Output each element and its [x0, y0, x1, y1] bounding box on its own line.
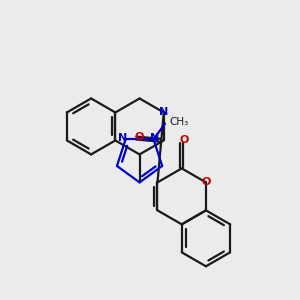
Text: O: O	[180, 135, 189, 145]
Text: N: N	[159, 107, 168, 118]
Text: N: N	[150, 133, 160, 143]
Text: N: N	[118, 133, 127, 143]
Text: CH₃: CH₃	[169, 117, 189, 127]
Text: O: O	[201, 177, 211, 188]
Text: O: O	[134, 132, 144, 142]
